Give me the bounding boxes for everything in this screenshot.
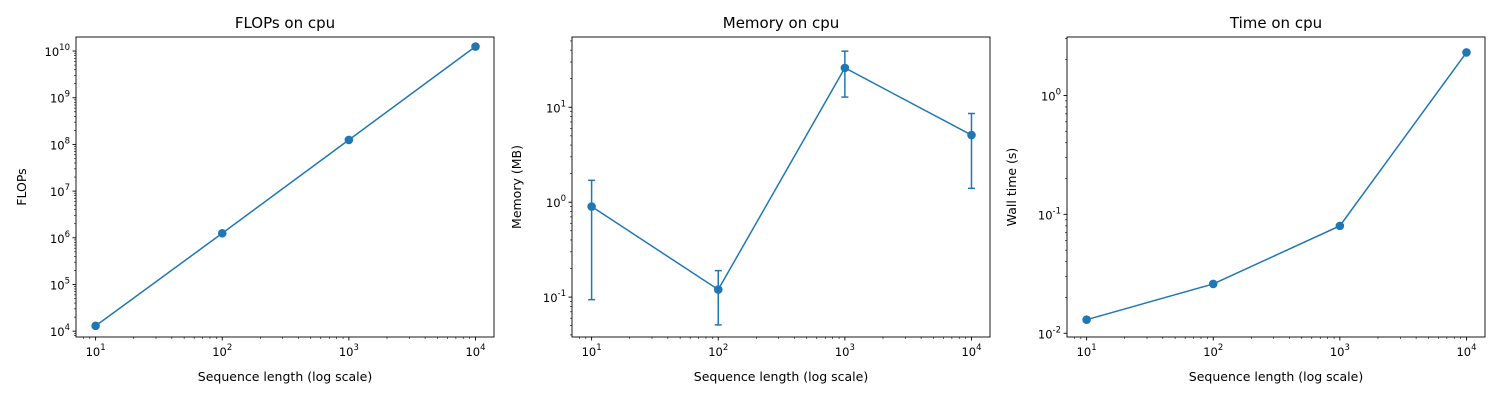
time-y-tick-label-1: 10-1 xyxy=(1038,206,1061,222)
time-data-point-1 xyxy=(1208,279,1218,289)
memory-y-axis-label: Memory (MB) xyxy=(509,145,524,229)
memory-data-point-1 xyxy=(713,285,723,294)
flops-data-point-1 xyxy=(217,228,227,238)
flops-series-line xyxy=(95,45,476,327)
memory-x-tick-label-2: 103 xyxy=(835,343,855,359)
memory-chart-title: Memory on cpu xyxy=(723,14,840,32)
flops-y-tick-label-1: 105 xyxy=(50,276,70,292)
time-y-tick-label-2: 100 xyxy=(1041,87,1061,103)
memory-x-axis-label: Sequence length (log scale) xyxy=(694,369,868,384)
memory-plot-frame xyxy=(571,36,991,338)
flops-x-tick-label-2: 103 xyxy=(339,343,359,359)
flops-x-tick-label-0: 101 xyxy=(86,343,106,359)
flops-x-tick-label-3: 104 xyxy=(465,343,485,359)
memory-x-tick-label-0: 101 xyxy=(582,343,602,359)
time-y-tick-label-0: 10-2 xyxy=(1038,325,1061,341)
subplot-time: Time on cpu 101 102 103 104 10-2 10-1 100 Sequen… xyxy=(1004,14,1486,384)
flops-data-point-3 xyxy=(471,42,480,51)
time-chart-title: Time on cpu xyxy=(1229,14,1322,32)
memory-x-tick-label-3: 104 xyxy=(961,343,981,359)
flops-chart-title: FLOPs on cpu xyxy=(235,14,335,32)
time-x-tick-label-1: 102 xyxy=(1203,343,1223,359)
subplot-memory: Memory on cpu 101 102 103 104 10-1 100 101 Seque… xyxy=(509,14,991,384)
memory-y-tick-label-2: 101 xyxy=(546,99,566,115)
flops-y-tick-label-6: 1010 xyxy=(45,43,70,59)
flops-y-tick-label-0: 104 xyxy=(50,323,70,339)
time-y-axis-label: Wall time (s) xyxy=(1004,148,1019,227)
flops-y-tick-label-4: 108 xyxy=(50,136,70,152)
memory-data-point-2 xyxy=(840,63,850,73)
flops-plot-frame xyxy=(75,36,495,338)
flops-x-tick-label-1: 102 xyxy=(212,343,232,359)
memory-y-tick-label-0: 10-1 xyxy=(543,289,566,305)
flops-data-point-2 xyxy=(344,135,354,145)
flops-data-point-0 xyxy=(91,321,100,331)
time-data-point-2 xyxy=(1335,221,1345,231)
memory-data-point-0 xyxy=(587,202,596,211)
memory-data-point-3 xyxy=(967,130,976,140)
time-series-line xyxy=(1086,51,1468,321)
time-x-tick-label-3: 104 xyxy=(1456,343,1476,359)
time-x-tick-label-2: 103 xyxy=(1330,343,1350,359)
flops-x-axis-label: Sequence length (log scale) xyxy=(198,369,372,384)
flops-y-axis-label: FLOPs xyxy=(14,168,29,205)
memory-y-tick-label-1: 100 xyxy=(546,194,566,210)
flops-y-tick-label-5: 109 xyxy=(50,90,70,106)
time-data-point-3 xyxy=(1462,48,1471,57)
time-plot-frame xyxy=(1066,36,1486,338)
time-x-tick-label-0: 101 xyxy=(1077,343,1097,359)
memory-x-tick-label-1: 102 xyxy=(708,343,728,359)
time-data-point-0 xyxy=(1082,315,1091,325)
memory-series-line xyxy=(591,66,972,291)
flops-y-tick-label-3: 107 xyxy=(50,183,70,199)
time-x-axis-label: Sequence length (log scale) xyxy=(1189,369,1363,384)
subplot-flops: FLOPs on cpu 101 102 103 104 104 105 106 107 108 1… xyxy=(14,14,495,384)
flops-y-tick-label-2: 106 xyxy=(50,230,70,246)
